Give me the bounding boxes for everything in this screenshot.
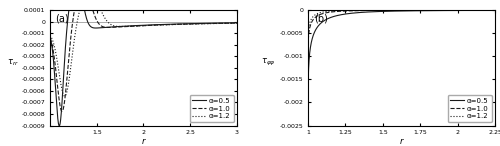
Legend: α=0.5, α=1.0, α=1.2: α=0.5, α=1.0, α=1.2 (448, 95, 492, 122)
X-axis label: r: r (142, 137, 145, 146)
Legend: α=0.5, α=1.0, α=1.2: α=0.5, α=1.0, α=1.2 (190, 95, 234, 122)
Y-axis label: $\tau_{rr}$: $\tau_{rr}$ (7, 57, 19, 68)
Text: (a): (a) (56, 14, 69, 24)
Text: (b): (b) (314, 14, 328, 24)
Y-axis label: $\tau_{\varphi\varphi}$: $\tau_{\varphi\varphi}$ (261, 57, 276, 68)
X-axis label: r: r (400, 137, 404, 146)
